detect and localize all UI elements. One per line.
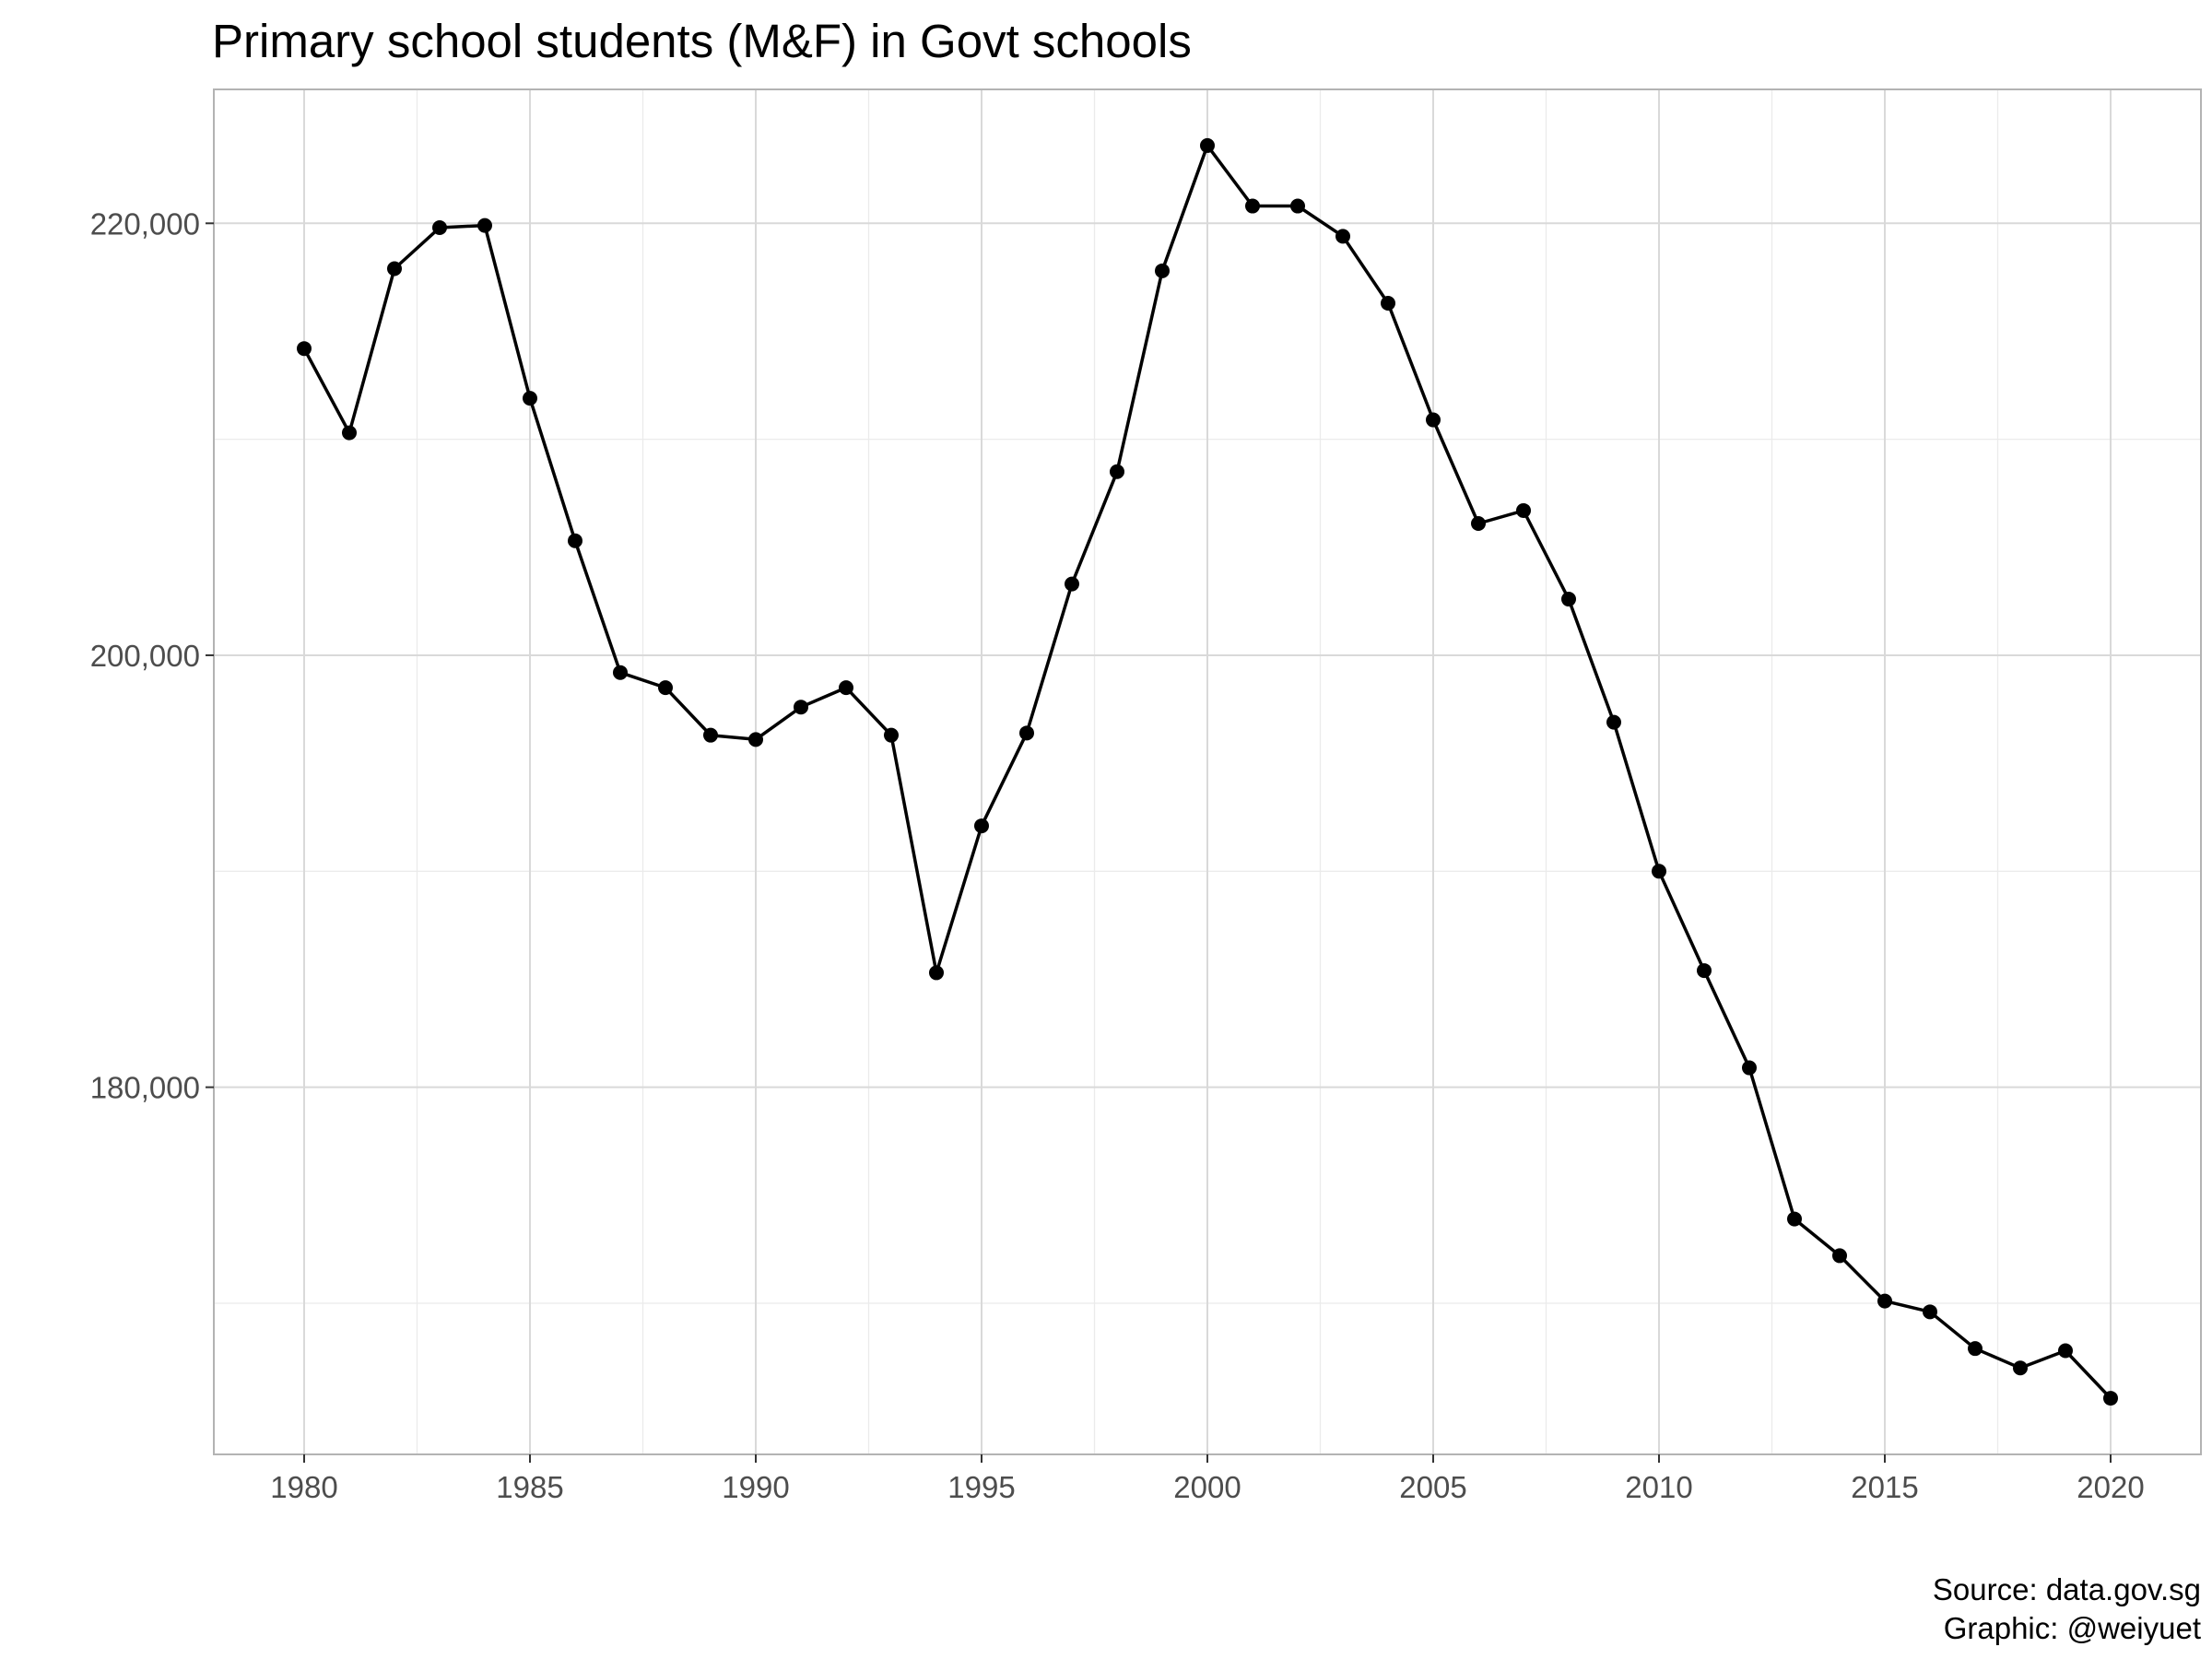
data-point-1987 <box>613 665 628 680</box>
data-point-2000 <box>1200 137 1215 153</box>
x-tick-label: 1985 <box>496 1470 563 1504</box>
data-point-1983 <box>432 219 447 235</box>
data-point-1980 <box>297 341 312 357</box>
data-point-2015 <box>1877 1293 1892 1309</box>
y-tick-label: 200,000 <box>90 639 200 673</box>
data-point-1981 <box>342 425 357 441</box>
grid-lines <box>214 89 2201 1454</box>
series-layer <box>297 137 2118 1406</box>
data-point-1989 <box>703 727 718 743</box>
data-point-1991 <box>794 700 808 715</box>
x-tick-label: 1995 <box>947 1470 1015 1504</box>
data-point-2004 <box>1381 295 1395 311</box>
data-point-1990 <box>748 732 763 747</box>
data-point-1997 <box>1065 576 1079 592</box>
data-point-1999 <box>1155 263 1170 278</box>
data-point-2001 <box>1245 198 1260 214</box>
data-point-2018 <box>2013 1360 2028 1376</box>
data-point-2010 <box>1652 864 1666 879</box>
data-point-2009 <box>1606 714 1621 730</box>
x-tick-label: 1980 <box>270 1470 337 1504</box>
x-tick-label: 2010 <box>1625 1470 1692 1504</box>
data-point-2011 <box>1697 963 1712 979</box>
chart-title: Primary school students (M&F) in Govt sc… <box>212 15 1192 67</box>
data-point-1984 <box>477 218 492 233</box>
data-point-2012 <box>1742 1060 1757 1076</box>
data-point-1994 <box>929 965 944 981</box>
data-point-2007 <box>1516 502 1531 518</box>
data-point-2016 <box>1923 1304 1937 1320</box>
data-point-2013 <box>1787 1211 1802 1227</box>
x-tick-label: 2020 <box>2077 1470 2144 1504</box>
x-tick-label: 1990 <box>722 1470 789 1504</box>
data-point-2008 <box>1561 592 1576 607</box>
data-point-1993 <box>884 727 899 743</box>
data-point-1985 <box>523 391 537 406</box>
data-point-2003 <box>1335 229 1350 244</box>
caption-source: Source: data.gov.sg <box>1933 1572 2201 1606</box>
y-tick-label: 180,000 <box>90 1071 200 1105</box>
data-point-1992 <box>839 680 853 696</box>
x-tick-label: 2005 <box>1399 1470 1466 1504</box>
caption-graphic: Graphic: @weiyuet <box>1944 1611 2201 1645</box>
data-point-2017 <box>1968 1341 1983 1357</box>
data-point-2020 <box>2103 1391 2118 1406</box>
data-point-2002 <box>1290 198 1305 214</box>
data-point-1988 <box>658 680 673 696</box>
data-point-2006 <box>1471 516 1486 532</box>
data-point-2019 <box>2058 1343 2073 1359</box>
x-tick-label: 2015 <box>1851 1470 1918 1504</box>
data-point-2005 <box>1426 412 1441 428</box>
data-point-1986 <box>568 533 582 548</box>
data-point-1982 <box>387 261 402 276</box>
axes: 1980 1985 1990 1995 2000 2005 2010 2015 2020 180,… <box>90 206 2145 1504</box>
data-point-1995 <box>974 818 989 834</box>
y-tick-label: 220,000 <box>90 206 200 241</box>
data-point-2014 <box>1832 1248 1847 1264</box>
x-tick-label: 2000 <box>1173 1470 1241 1504</box>
data-point-1998 <box>1110 464 1124 479</box>
data-point-1996 <box>1019 725 1034 741</box>
